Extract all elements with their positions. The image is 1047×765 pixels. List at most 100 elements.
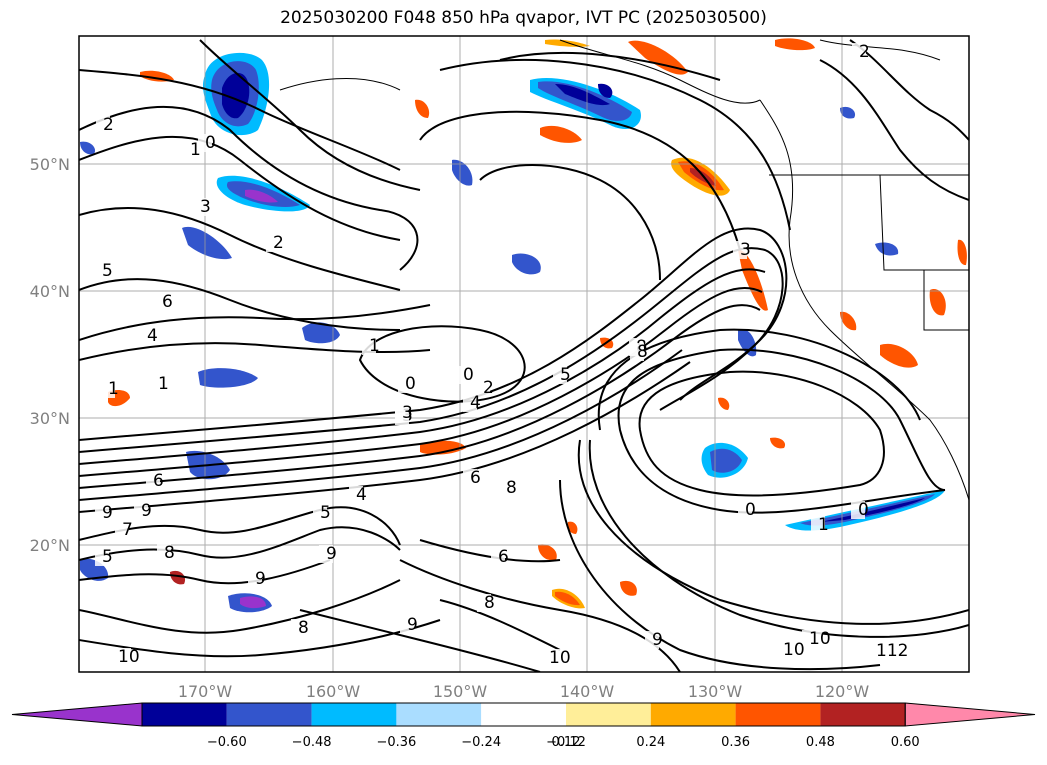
colorbar-tick-label: −0.12 [546,735,586,750]
contour-label-bg [645,631,659,649]
contour-label-bg [266,234,280,252]
neg-anomaly-blob [875,242,899,256]
contour-label-bg [349,486,363,504]
neg-anomaly-blob [840,106,856,119]
contour-label: 3 [740,240,751,260]
contour-label: 0 [205,133,216,153]
contour-label: 0 [463,365,474,385]
contour-label-bg [738,501,752,519]
contour-label-bg [630,343,644,361]
contour-label-bg [776,641,796,659]
neg-anomaly-blob [555,84,610,106]
colorbar-tick-label: −0.60 [207,735,247,750]
contour-label: 9 [407,615,418,635]
pos-anomaly-blob [420,440,466,455]
pos-anomaly-blob [775,38,815,51]
contour-label-bg [155,293,169,311]
contour-label-bg [140,327,154,345]
neg-anomaly-blob [198,368,258,388]
colorbar-segment [481,703,566,726]
contour-label-bg [456,366,470,384]
neg-anomaly-blob [240,596,266,609]
contour-label: 6 [153,471,164,491]
contour-label-bg [463,394,477,412]
contour-label: 2 [103,115,114,135]
colorbar-segment [566,703,651,726]
colorbar-tick-label: 0.24 [636,735,665,750]
colorbar-tick-label: −0.36 [376,735,416,750]
contour-label: 6 [162,292,173,312]
colorbar-extend-right [904,702,1036,727]
colorbar-tick-label: −0.24 [461,735,501,750]
contour-label-bg [733,241,747,259]
contour-label: 4 [470,393,481,413]
neg-anomaly-blob [80,141,96,155]
colorbar-tick-label: 0.60 [891,735,920,750]
ivt-contours [79,39,969,672]
colorbar-segment [820,703,906,726]
contour-label-bg [400,616,414,634]
contour-label: 5 [560,365,571,385]
contour-label-bg [477,594,491,612]
contour-label-bg [95,548,109,566]
pos-anomaly-blob [738,249,768,311]
contour-label-bg [852,43,866,61]
lat-label-30n: 30°N [30,409,70,428]
contour-labels: 2103256411100243656899758989869101089100… [95,42,908,668]
contour-label: 1 [158,374,169,394]
contour-label: 9 [141,501,152,521]
contour-label-bg [157,544,171,562]
contour-label-bg [542,649,562,667]
colorbar-tick-labels: −0.60 −0.48 −0.36 −0.24 −0.120.12 0.24 0.36 0.4… [207,735,920,750]
contour-label: 9 [102,503,113,523]
contour-label-bg [811,516,825,534]
lon-label-120w: 120°W [815,682,870,701]
neg-anomaly-blob [800,494,935,526]
colorbar-segment [735,703,821,726]
contour-label-bg [291,619,305,637]
contour-label-bg [395,404,409,422]
lon-label-140w: 140°W [560,682,615,701]
contour-label-bg [398,375,412,393]
contour-label: 1 [369,336,380,356]
pos-anomaly-blob [567,521,578,534]
contour-label-bg [151,375,165,393]
pos-anomaly-blob [538,544,557,561]
neg-anomaly-blob [452,159,473,186]
contour-label-bg [802,630,822,648]
map-frame [78,35,970,673]
contour-label: 5 [320,503,331,523]
colorbar-tick-label: 0.36 [721,735,750,750]
lon-label-150w: 150°W [433,682,488,701]
contour-label: 9 [326,544,337,564]
contour-label-bg [313,504,327,522]
contour-label: 0 [405,374,416,394]
pos-anomaly-blob [770,437,786,449]
contour-label-bg [111,648,131,666]
contour-label: 2 [859,42,870,62]
coastlines [279,39,969,501]
contour-label: 6 [470,468,481,488]
contour-label: 1 [818,515,829,535]
colorbar [11,702,1036,727]
colorbar-tick-label: 0.48 [806,735,835,750]
colorbar-frame [141,702,906,727]
contour-label: 4 [147,326,158,346]
contour-label-bg [851,501,865,519]
lon-label-160w: 160°W [306,682,361,701]
contour-label: 8 [637,342,648,362]
pos-anomaly-blob [555,591,580,606]
neg-anomaly-blob [302,322,340,344]
contour-label-bg [183,141,197,159]
contour-label-bg [95,262,109,280]
contour-label-bg [198,134,212,152]
colorbar-tick-label: −0.48 [292,735,332,750]
contour-label: 4 [356,485,367,505]
contour-label-bg [319,545,333,563]
lat-label-40n: 40°N [30,282,70,301]
pos-anomaly-blob [540,125,582,143]
lat-label-20n: 20°N [30,536,70,555]
contour-label: 5 [102,261,113,281]
pos-anomaly-blob [880,343,918,368]
contour-label-bg [101,380,115,398]
